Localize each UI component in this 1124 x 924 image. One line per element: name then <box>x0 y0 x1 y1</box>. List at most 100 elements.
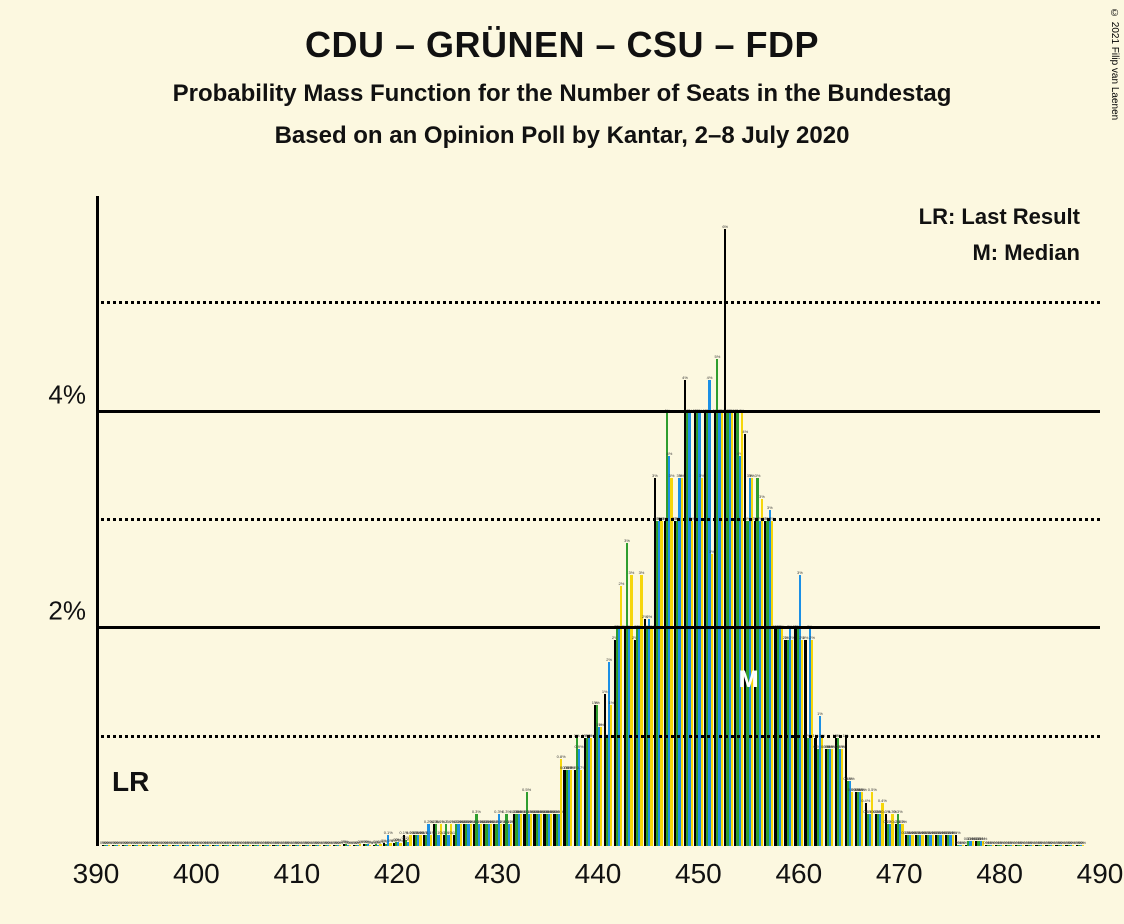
bar: 0.3% <box>520 814 522 847</box>
bar: 0% <box>359 844 361 846</box>
bar-value-label: 2% <box>809 635 815 640</box>
x-tick-label: 400 <box>173 858 220 890</box>
x-axis-labels: 390400410420430440450460470480490 <box>96 858 1100 898</box>
bar: 0% <box>329 845 331 846</box>
bar: 0% <box>1022 845 1024 846</box>
title-block: CDU – GRÜNEN – CSU – FDP Probability Mas… <box>0 0 1124 150</box>
x-tick-label: 480 <box>976 858 1023 890</box>
bar-value-label: 0.1% <box>952 830 961 835</box>
bar: 0.5% <box>871 792 873 846</box>
bar: 0.7% <box>580 770 582 846</box>
x-tick-label: 410 <box>273 858 320 890</box>
gridline <box>96 301 1100 304</box>
bar: 0% <box>138 845 140 846</box>
bar-value-label: 2% <box>803 635 809 640</box>
bar: 0% <box>128 845 130 846</box>
bar: 0.2% <box>490 824 492 846</box>
bar-value-label: 2% <box>646 614 652 619</box>
bar-value-label: 0.3% <box>894 809 903 814</box>
bar: 0.2% <box>510 824 512 846</box>
bar: 3% <box>691 521 693 846</box>
x-tick-label: 460 <box>775 858 822 890</box>
bar: 3% <box>660 521 662 846</box>
bar-value-label: 0.6% <box>846 776 855 781</box>
bar: 2% <box>801 640 803 846</box>
bar-value-label: 3% <box>639 570 645 575</box>
bar: 0.5% <box>851 792 853 846</box>
lr-annotation: LR <box>112 766 149 798</box>
bar: 0.2% <box>901 824 903 846</box>
bar: 0% <box>158 845 160 846</box>
bar: 0.2% <box>470 824 472 846</box>
bar: 0% <box>1012 845 1014 846</box>
bar-value-label: 3% <box>669 473 675 478</box>
bar: 0.1% <box>419 835 421 846</box>
bar: 0% <box>309 845 311 846</box>
bar: 0.2% <box>440 824 442 846</box>
bar-value-label: 4% <box>666 451 672 456</box>
chart-subtitle-2: Based on an Opinion Poll by Kantar, 2–8 … <box>0 122 1124 150</box>
bar: 0% <box>108 845 110 846</box>
bar: 0.1% <box>921 835 923 846</box>
bar-value-label: 4% <box>682 375 688 380</box>
bar: 0% <box>1082 845 1084 846</box>
bar: 0% <box>1072 845 1074 846</box>
bar-value-label: 0.5% <box>858 787 867 792</box>
bar: 0.7% <box>570 770 572 846</box>
bar-value-label: 2% <box>606 657 612 662</box>
gridline <box>96 518 1100 521</box>
chart-subtitle-1: Probability Mass Function for the Number… <box>0 80 1124 108</box>
bar: 3% <box>670 478 672 846</box>
x-tick-label: 490 <box>1077 858 1124 890</box>
bar-value-label: 0.5% <box>868 787 877 792</box>
bar: 0% <box>1042 845 1044 846</box>
copyright-text: © 2021 Filip van Laenen <box>1109 8 1120 120</box>
bar: 0.2% <box>450 824 452 846</box>
bar: 0.1% <box>911 835 913 846</box>
bar: 0% <box>1052 845 1054 846</box>
bar-value-label: 4% <box>707 375 713 380</box>
bar: 0% <box>209 845 211 846</box>
bar: 0% <box>259 845 261 846</box>
bar: 0% <box>269 845 271 846</box>
gridline <box>96 735 1100 738</box>
bar: 0.1% <box>409 835 411 846</box>
bar: 0% <box>1002 845 1004 846</box>
bar-value-label: 3% <box>767 505 773 510</box>
bar-value-label: 1% <box>594 700 600 705</box>
bar: 0.1% <box>942 835 944 846</box>
bar: 1% <box>610 705 612 846</box>
bar-value-label: 4% <box>742 429 748 434</box>
bar: 0.3% <box>540 814 542 847</box>
bar: 0.1% <box>932 835 934 846</box>
median-annotation: M <box>739 666 759 694</box>
bar: 0% <box>168 845 170 846</box>
bar: 0.1% <box>972 841 974 846</box>
x-tick-label: 440 <box>575 858 622 890</box>
bar: 3% <box>751 478 753 846</box>
plot-area: 0% 0% 0% 0% 0% 0% 0% 0% 0% 0% 0% 0% 0% 0% 0% 0% 0% 0% 0% 0%… <box>96 196 1100 846</box>
bar: 2% <box>791 640 793 846</box>
bar: 0% <box>219 845 221 846</box>
bar-value-label: 0.5% <box>522 787 531 792</box>
bar-value-label: 0.4% <box>878 798 887 803</box>
bar: 0.9% <box>831 749 833 847</box>
bar: 0% <box>279 845 281 846</box>
bar: 3% <box>771 521 773 846</box>
bar: 0% <box>118 845 120 846</box>
bar: 0% <box>289 845 291 846</box>
bar: 1% <box>821 738 823 846</box>
bar-value-label: 3% <box>652 473 658 478</box>
bar: 0% <box>399 843 401 846</box>
x-tick-label: 430 <box>474 858 521 890</box>
x-tick-label: 420 <box>374 858 421 890</box>
bar-value-label: 0.3% <box>472 809 481 814</box>
x-tick-label: 450 <box>675 858 722 890</box>
bar: 0% <box>389 843 391 846</box>
bar: 0% <box>369 845 371 846</box>
bar-value-label: 0.1% <box>384 830 393 835</box>
bars-container: 0% 0% 0% 0% 0% 0% 0% 0% 0% 0% 0% 0% 0% 0% 0% 0% 0% 0% 0% 0%… <box>96 196 1100 846</box>
bar: 0.2% <box>460 824 462 846</box>
bar: 1% <box>590 738 592 846</box>
bar: 0% <box>349 845 351 846</box>
